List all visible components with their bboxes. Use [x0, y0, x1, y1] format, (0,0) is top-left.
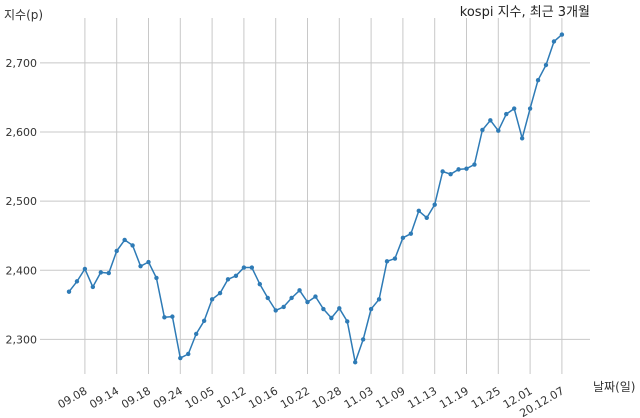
data-point: [496, 128, 501, 133]
data-point: [360, 337, 366, 342]
y-tick-label: 2,400: [6, 264, 38, 277]
x-tick-label: 10.16: [246, 384, 280, 411]
data-point: [472, 162, 477, 167]
data-point: [178, 355, 183, 361]
y-tick-label: 2,300: [6, 333, 38, 346]
data-point: [440, 169, 445, 174]
data-point: [201, 318, 207, 323]
x-tick-label: 10.12: [215, 384, 249, 411]
data-point: [400, 235, 406, 241]
vertical-gridlines: [84, 18, 563, 374]
data-point: [376, 297, 382, 302]
data-point: [456, 167, 461, 172]
data-point: [138, 263, 143, 269]
data-point: [257, 281, 262, 287]
y-tick-label: 2,500: [6, 195, 38, 208]
data-point: [535, 78, 541, 83]
x-tick-label: 09.18: [119, 384, 153, 411]
x-tick-label: 11.03: [342, 384, 376, 411]
data-point: [114, 248, 119, 254]
x-tick-label: 11.09: [374, 384, 408, 411]
x-tick-label: 11.25: [469, 384, 503, 411]
series-line: [68, 34, 563, 363]
data-point: [464, 166, 469, 171]
x-tick-label: 09.08: [56, 384, 90, 411]
data-point: [273, 308, 278, 313]
data-point: [170, 314, 175, 319]
data-point: [329, 315, 334, 321]
data-point: [519, 136, 525, 141]
data-point: [186, 351, 191, 357]
data-point: [384, 259, 390, 264]
data-point: [162, 315, 167, 320]
data-point: [122, 237, 127, 243]
data-point: [353, 360, 358, 365]
data-point: [289, 295, 294, 301]
data-point: [66, 289, 72, 294]
x-tick-label: 10.28: [310, 384, 344, 411]
x-tick-label: 11.13: [405, 384, 439, 411]
data-point: [527, 106, 533, 111]
y-tick-labels: 2,300 2,400 2,500 2,600 2,700: [6, 57, 38, 347]
data-point: [146, 259, 151, 265]
data-point: [337, 306, 342, 311]
data-point: [408, 231, 414, 236]
data-point: [392, 256, 398, 261]
data-point: [313, 294, 318, 299]
chart-title: kospi 지수, 최근 3개월: [460, 5, 590, 20]
y-tick-label: 2,600: [6, 126, 38, 139]
x-tick-label: 10.05: [183, 384, 217, 411]
data-point: [281, 304, 286, 310]
data-point: [249, 265, 255, 270]
x-tick-label: 10.22: [278, 384, 312, 411]
x-tick-label: 09.14: [87, 384, 121, 411]
y-tick-label: 2,700: [6, 57, 38, 70]
data-point: [241, 265, 247, 270]
data-point: [345, 319, 350, 324]
data-point: [217, 290, 223, 296]
data-point: [194, 331, 199, 337]
y-axis-label: 지수(p): [4, 8, 43, 22]
data-point: [209, 297, 215, 302]
data-point: [82, 266, 88, 272]
data-point: [559, 32, 565, 37]
data-point: [305, 299, 310, 305]
data-point: [480, 127, 485, 133]
data-point: [504, 111, 509, 117]
series-kospi: [66, 32, 565, 365]
data-point: [368, 306, 374, 312]
data-point: [106, 270, 111, 276]
data-point: [98, 270, 104, 275]
data-point: [233, 273, 239, 279]
x-tick-label: 09.24: [151, 384, 185, 411]
grid: [40, 18, 590, 374]
data-point: [74, 279, 80, 284]
data-point: [297, 288, 302, 293]
data-point: [543, 62, 549, 68]
data-point: [90, 284, 96, 290]
data-point: [551, 39, 557, 44]
data-point: [432, 202, 437, 207]
data-point: [225, 277, 231, 282]
data-point: [130, 243, 135, 248]
data-point: [512, 106, 517, 111]
data-point: [154, 275, 159, 281]
x-tick-label: 11.19: [437, 384, 471, 411]
data-point: [265, 295, 270, 301]
data-point: [416, 208, 421, 214]
data-point: [448, 172, 453, 177]
data-point: [321, 306, 326, 312]
data-point: [424, 215, 429, 220]
x-tick-labels: 09.0809.1409.1809.2410.0510.1210.1610.22…: [56, 384, 567, 418]
x-axis-label: 날짜(일): [593, 380, 635, 394]
data-point: [488, 118, 493, 123]
